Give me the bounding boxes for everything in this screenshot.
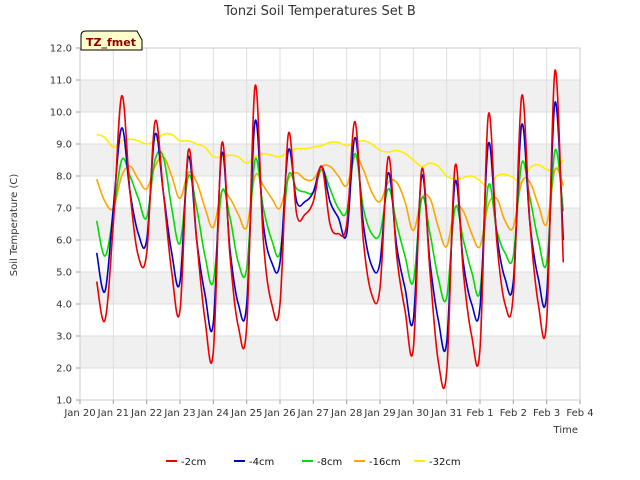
- y-tick-label: 3.0: [56, 332, 72, 343]
- y-tick-label: 12.0: [50, 44, 72, 55]
- y-tick-label: 1.0: [56, 396, 72, 407]
- legend: -2cm -4cm -8cm -16cm -32cm: [166, 457, 461, 468]
- x-tick-label: Jan 31: [430, 408, 462, 419]
- grid-band: [80, 336, 580, 368]
- x-axis-ticks: Jan 20 Jan 21 Jan 22 Jan 23 Jan 24 Jan 25 Jan …: [63, 400, 594, 419]
- x-tick-label: Jan 24: [197, 408, 229, 419]
- y-tick-label: 9.0: [56, 140, 72, 151]
- legend-label: -2cm: [181, 457, 206, 468]
- y-tick-label: 7.0: [56, 204, 72, 215]
- grid-band: [80, 144, 580, 176]
- x-tick-label: Jan 23: [163, 408, 195, 419]
- series-line-4cmcm: [95, 101, 565, 353]
- x-tick-label: Feb 1: [466, 408, 493, 419]
- x-tick-label: Jan 26: [263, 408, 295, 419]
- y-tick-label: 11.0: [50, 76, 72, 87]
- series-line-8cmcm: [95, 148, 565, 303]
- y-tick-label: 6.0: [56, 236, 72, 247]
- x-tick-label: Jan 30: [397, 408, 429, 419]
- x-tick-label: Feb 3: [533, 408, 560, 419]
- x-tick-label: Jan 21: [97, 408, 129, 419]
- legend-label: -32cm: [429, 457, 461, 468]
- x-tick-label: Feb 4: [566, 408, 593, 419]
- x-tick-label: Jan 27: [297, 408, 329, 419]
- plot-background: [80, 48, 580, 400]
- legend-label: -8cm: [317, 457, 342, 468]
- y-axis-title: Soil Temperature (C): [9, 174, 20, 277]
- grid-band: [80, 272, 580, 304]
- plot-frame: [79, 47, 581, 401]
- grid-band: [80, 80, 580, 112]
- y-axis-ticks: 1.0 2.0 3.0 4.0 5.0 6.0 7.0 8.0 9.0 10.0 11.0 12.0: [50, 44, 80, 407]
- y-tick-label: 10.0: [50, 108, 72, 119]
- y-tick-label: 8.0: [56, 172, 72, 183]
- x-tick-label: Jan 29: [363, 408, 395, 419]
- x-axis-title: Time: [553, 425, 578, 436]
- y-tick-label: 5.0: [56, 268, 72, 279]
- legend-label: -4cm: [249, 457, 274, 468]
- tag-label: TZ_fmet: [86, 36, 136, 49]
- x-tick-label: Jan 28: [330, 408, 362, 419]
- series-line-2cmcm: [95, 69, 565, 390]
- series-lines: [95, 69, 565, 390]
- chart-title: Tonzi Soil Temperatures Set B: [223, 4, 416, 19]
- x-tick-label: Feb 2: [500, 408, 527, 419]
- y-tick-label: 2.0: [56, 364, 72, 375]
- tz-fmet-tag: TZ_fmet: [80, 30, 143, 51]
- x-tick-label: Jan 20: [63, 408, 95, 419]
- x-tick-label: Jan 25: [230, 408, 262, 419]
- y-tick-label: 4.0: [56, 300, 72, 311]
- x-tick-label: Jan 22: [130, 408, 162, 419]
- legend-label: -16cm: [369, 457, 401, 468]
